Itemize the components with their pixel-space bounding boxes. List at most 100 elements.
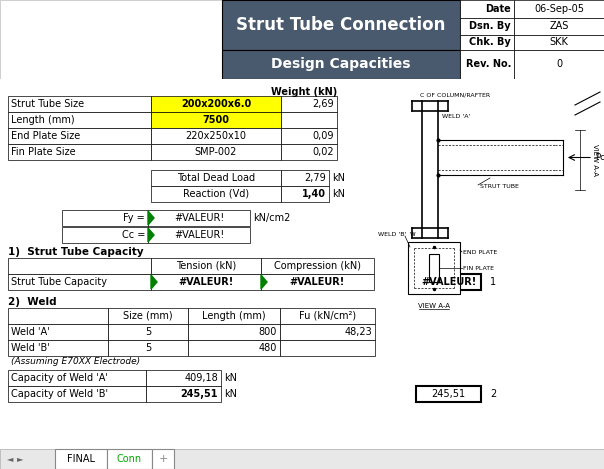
Text: 48,23: 48,23	[344, 327, 372, 337]
Bar	[281, 112, 337, 128]
Bar	[188, 308, 280, 324]
Bar	[281, 170, 329, 186]
Bar	[416, 386, 481, 402]
Bar	[151, 96, 281, 112]
Polygon shape	[148, 211, 154, 225]
Bar	[261, 274, 374, 290]
Bar	[514, 50, 604, 79]
Text: 800: 800	[259, 327, 277, 337]
Bar	[8, 96, 151, 112]
Text: kN/cm2: kN/cm2	[253, 213, 291, 223]
Text: Date: Date	[485, 4, 511, 14]
Text: ►: ►	[17, 454, 24, 463]
Text: Fu (kN/cm²): Fu (kN/cm²)	[299, 311, 356, 321]
Bar	[8, 324, 108, 340]
Bar	[416, 274, 481, 290]
Text: ◄: ◄	[7, 454, 13, 463]
Text: Weld 'B': Weld 'B'	[11, 343, 50, 353]
Bar	[108, 340, 188, 356]
Text: kN: kN	[224, 389, 237, 399]
Text: Weight (kN): Weight (kN)	[271, 87, 337, 97]
Text: FINAL: FINAL	[67, 454, 95, 464]
Text: Capacity of Weld 'B': Capacity of Weld 'B'	[11, 389, 108, 399]
Bar	[146, 386, 221, 402]
Text: Strut Tube Capacity: Strut Tube Capacity	[11, 277, 107, 287]
Polygon shape	[148, 228, 154, 242]
Text: 0: 0	[556, 59, 562, 69]
Bar	[188, 324, 280, 340]
Text: 2,79: 2,79	[304, 173, 326, 183]
Bar	[280, 308, 375, 324]
Bar	[261, 258, 374, 274]
Text: #VALEUR!: #VALEUR!	[174, 230, 224, 240]
Bar	[8, 144, 151, 160]
Text: 0,09: 0,09	[312, 131, 334, 141]
Text: kN: kN	[332, 173, 345, 183]
Bar	[408, 242, 460, 294]
Text: SKK: SKK	[550, 37, 568, 47]
Bar	[514, 35, 604, 50]
Text: 409,18: 409,18	[184, 373, 218, 383]
Text: Pc: Pc	[595, 153, 604, 162]
Text: #VALEUR!: #VALEUR!	[421, 277, 476, 287]
Bar	[151, 170, 281, 186]
Bar	[0, 449, 604, 469]
Bar	[8, 128, 151, 144]
Text: 06-Sep-05: 06-Sep-05	[534, 4, 584, 14]
Bar	[429, 254, 439, 282]
Bar	[151, 144, 281, 160]
Text: 480: 480	[259, 343, 277, 353]
Text: ZAS: ZAS	[549, 21, 569, 31]
Text: w: w	[410, 231, 416, 237]
Text: Total Dead Load: Total Dead Load	[177, 173, 255, 183]
Text: WELD 'B': WELD 'B'	[378, 232, 406, 236]
Bar	[222, 0, 460, 50]
Bar	[8, 308, 108, 324]
Bar	[151, 186, 281, 202]
Text: Weld 'A': Weld 'A'	[11, 327, 50, 337]
Bar	[62, 227, 148, 243]
Text: 245,51: 245,51	[431, 389, 466, 399]
Bar	[151, 274, 261, 290]
Bar	[62, 210, 148, 226]
Text: VIEW A-A: VIEW A-A	[418, 303, 450, 309]
Bar	[8, 258, 151, 274]
Text: 2,69: 2,69	[312, 99, 334, 109]
Text: 1,40: 1,40	[302, 189, 326, 199]
Bar	[8, 386, 146, 402]
Bar	[280, 340, 375, 356]
Text: Chk. By: Chk. By	[469, 37, 511, 47]
Text: (Assuming E70XX Electrode): (Assuming E70XX Electrode)	[11, 356, 140, 365]
Text: 2)  Weld: 2) Weld	[8, 297, 57, 307]
Polygon shape	[261, 275, 267, 289]
Bar	[148, 210, 250, 226]
Text: END PLATE: END PLATE	[463, 250, 497, 255]
Bar	[8, 370, 146, 386]
Text: kN: kN	[224, 373, 237, 383]
Bar	[514, 18, 604, 35]
Text: Capacity of Weld 'A': Capacity of Weld 'A'	[11, 373, 108, 383]
Text: Compression (kN): Compression (kN)	[274, 261, 361, 271]
Bar	[460, 50, 514, 79]
Text: Design Capacities: Design Capacities	[271, 57, 411, 71]
Bar	[8, 340, 108, 356]
Text: 1)  Strut Tube Capacity: 1) Strut Tube Capacity	[8, 247, 144, 257]
Text: Size (mm): Size (mm)	[123, 311, 173, 321]
Text: 5: 5	[145, 327, 151, 337]
Text: SMP-002: SMP-002	[195, 147, 237, 157]
Text: #VALEUR!: #VALEUR!	[174, 213, 224, 223]
Bar	[8, 274, 151, 290]
Text: 220x250x10: 220x250x10	[185, 131, 246, 141]
Text: #VALEUR!: #VALEUR!	[178, 277, 234, 287]
Bar	[0, 0, 222, 79]
Bar	[460, 0, 514, 18]
Bar	[108, 324, 188, 340]
Text: 245,51: 245,51	[181, 389, 218, 399]
Text: Cc =: Cc =	[121, 230, 145, 240]
Text: Strut Tube Size: Strut Tube Size	[11, 99, 84, 109]
Bar	[148, 227, 250, 243]
Text: Strut Tube Connection: Strut Tube Connection	[236, 16, 446, 34]
Text: 200x200x6.0: 200x200x6.0	[181, 99, 251, 109]
Bar	[151, 112, 281, 128]
Bar	[151, 128, 281, 144]
